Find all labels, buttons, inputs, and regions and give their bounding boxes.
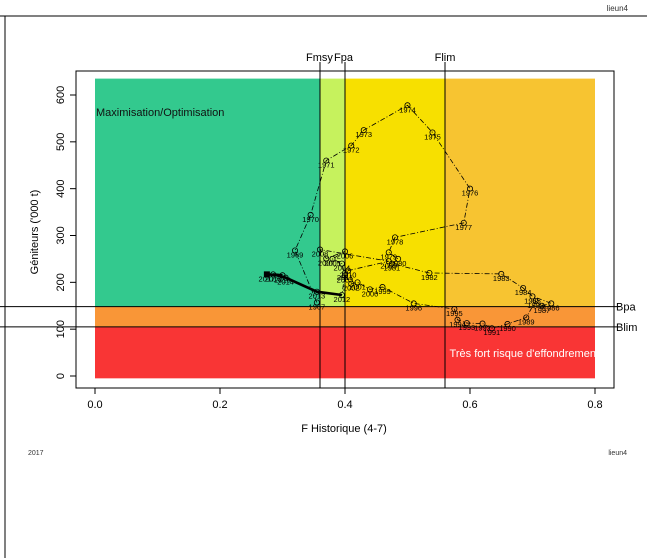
- point-label-1972: 1972: [343, 146, 360, 155]
- x-axis: 0.0 0.2 0.4 0.6 0.8: [87, 388, 602, 411]
- footer-right: lieun4: [608, 450, 627, 457]
- point-label-1977: 1977: [455, 223, 472, 232]
- zone-label-optimisation: Maximisation/Optimisation: [96, 107, 224, 119]
- x-tick-label: 0.8: [587, 399, 602, 411]
- x-tick-label: 0.6: [462, 399, 477, 411]
- point-label-1973: 1973: [355, 130, 372, 139]
- label-fpa: Fpa: [334, 52, 354, 64]
- y-tick-label: 600: [55, 86, 67, 104]
- point-label-1975: 1975: [424, 132, 441, 141]
- x-tick-label: 0.2: [212, 399, 227, 411]
- point-label-1967: 1967: [309, 302, 326, 311]
- point-label-2008: 2008: [312, 250, 329, 259]
- y-tick-label: 400: [55, 179, 67, 197]
- y-tick-label: 500: [55, 133, 67, 151]
- point-label-1992: 1992: [474, 324, 491, 333]
- point-label-1969: 1969: [287, 250, 304, 259]
- y-axis-label: Géniteurs ('000 t): [29, 190, 41, 275]
- point-label-1978: 1978: [387, 237, 404, 246]
- point-label-2002: 2002: [343, 284, 360, 293]
- point-label-1982: 1982: [421, 273, 438, 282]
- y-axis: 0 100 200 300 400 500 600: [55, 86, 76, 379]
- label-fmsy: Fmsy: [306, 52, 333, 64]
- point-label-1989: 1989: [518, 317, 535, 326]
- x-tick-label: 0.0: [87, 399, 102, 411]
- label-bpa: Bpa: [616, 302, 636, 314]
- point-label-1994: 1994: [449, 320, 466, 329]
- point-label-2007: 2007: [318, 258, 335, 267]
- point-label-1974: 1974: [399, 105, 416, 114]
- point-label-1976: 1976: [462, 189, 479, 198]
- point-label-2013: 2013: [309, 292, 326, 301]
- point-label-1971: 1971: [318, 161, 335, 170]
- y-tick-label: 200: [55, 273, 67, 291]
- zone-label-collapse: Très fort risque d'effondrement: [450, 348, 599, 360]
- point-label-2009: 2009: [380, 261, 397, 270]
- y-tick-label: 300: [55, 226, 67, 244]
- y-tick-label: 100: [55, 320, 67, 338]
- point-label-2011: 2011: [337, 273, 353, 282]
- x-tick-label: 0.4: [337, 399, 352, 411]
- label-blim: Blim: [616, 322, 637, 334]
- corner-label-top: lieun4: [607, 4, 629, 13]
- point-label-2006: 2006: [337, 251, 354, 260]
- y-tick-label: 0: [55, 373, 67, 379]
- footer-left: 2017: [28, 450, 44, 457]
- point-label-1996: 1996: [405, 303, 422, 312]
- x-axis-label: F Historique (4-7): [301, 423, 387, 435]
- point-label-1990: 1990: [499, 324, 516, 333]
- point-label-2016: 2016: [274, 275, 291, 284]
- point-label-2017: 2017: [259, 274, 276, 283]
- point-label-1983: 1983: [493, 274, 510, 283]
- label-flim: Flim: [435, 52, 456, 64]
- point-label-1970: 1970: [302, 215, 319, 224]
- point-label-2012: 2012: [334, 295, 351, 304]
- point-label-1988: 1988: [527, 301, 544, 310]
- point-label-1995: 1995: [446, 309, 463, 318]
